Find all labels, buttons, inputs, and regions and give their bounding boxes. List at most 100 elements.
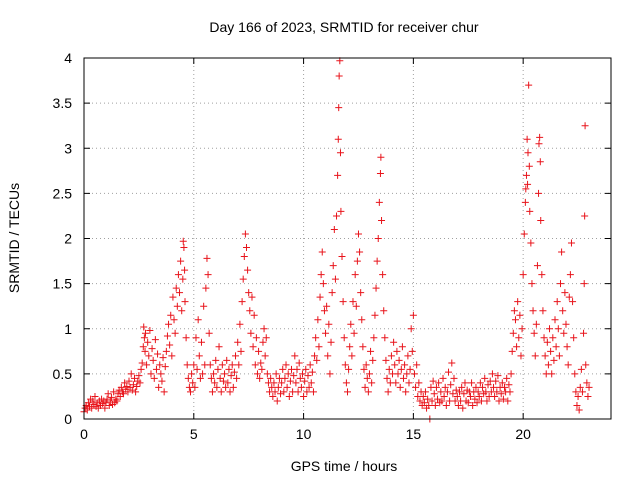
data-point [314,316,322,324]
data-point [348,352,356,360]
data-point [261,352,269,360]
data-point [170,316,178,324]
data-point [322,329,330,337]
data-point [127,370,135,378]
data-point [471,395,479,403]
data-point [179,237,187,245]
data-point [163,332,171,340]
data-point [368,379,376,387]
data-point [392,379,400,387]
data-point [424,395,432,403]
data-point [358,316,366,324]
data-point [284,370,292,378]
y-tick-label: 1 [64,321,72,337]
data-point [165,320,173,328]
data-point [324,352,332,360]
data-point [132,388,140,396]
data-point [475,392,483,400]
data-point [195,352,203,360]
data-point [219,377,227,385]
data-point [395,356,403,364]
data-point [361,383,369,391]
data-point [524,180,532,188]
data-point [432,383,440,391]
data-point [294,388,302,396]
data-point [356,248,364,256]
data-point [336,149,344,157]
data-point [359,343,367,351]
data-point [133,383,141,391]
data-point [161,363,169,371]
data-point [382,356,390,364]
data-point [439,374,447,382]
data-point [567,239,575,247]
data-point [526,207,534,215]
data-point [105,401,113,409]
data-point [476,379,484,387]
data-point [340,334,348,342]
data-point [110,388,118,396]
data-point [415,379,423,387]
data-point [319,280,327,288]
data-point [232,352,240,360]
data-point [335,104,343,112]
data-point [497,390,505,398]
data-point [337,207,345,215]
data-point [335,72,343,80]
data-point [211,379,219,387]
data-point [233,374,241,382]
data-point [224,379,232,387]
data-point [258,365,266,373]
data-point [449,390,457,398]
data-point [238,298,246,306]
data-point [547,347,555,355]
data-point [162,347,170,355]
data-point [544,361,552,369]
y-tick-label: 3.5 [53,95,73,111]
data-point [286,377,294,385]
data-point [518,325,526,333]
data-point [450,374,458,382]
data-point [311,352,319,360]
data-point [140,334,148,342]
data-point [535,189,543,197]
data-point [448,359,456,367]
data-point [374,235,382,242]
data-point [145,352,153,360]
data-point [250,311,258,319]
data-point [397,365,405,373]
data-point [511,316,519,324]
data-point [479,383,487,391]
data-point [178,307,186,315]
data-point [345,365,353,373]
data-point [213,383,221,391]
data-point [246,307,254,315]
data-point [566,271,574,279]
data-point [325,320,333,328]
data-point [498,379,506,387]
data-point [396,383,404,391]
data-point [371,311,379,319]
data-point [188,370,196,378]
data-point [346,343,354,351]
data-point [519,271,527,279]
data-point [474,388,482,396]
data-point [350,329,358,337]
data-point [237,347,245,355]
data-point [295,359,303,367]
data-point [248,293,256,301]
data-point [527,239,535,247]
data-point [128,386,136,394]
data-point [460,390,468,398]
data-point [429,377,437,385]
data-point [123,383,131,391]
data-point [391,361,399,369]
data-point [522,171,530,179]
data-point [539,307,547,315]
data-point [525,162,533,170]
data-point [141,329,149,337]
data-point [171,329,179,337]
data-point [260,325,268,333]
data-point [323,302,331,310]
data-point [129,381,137,389]
